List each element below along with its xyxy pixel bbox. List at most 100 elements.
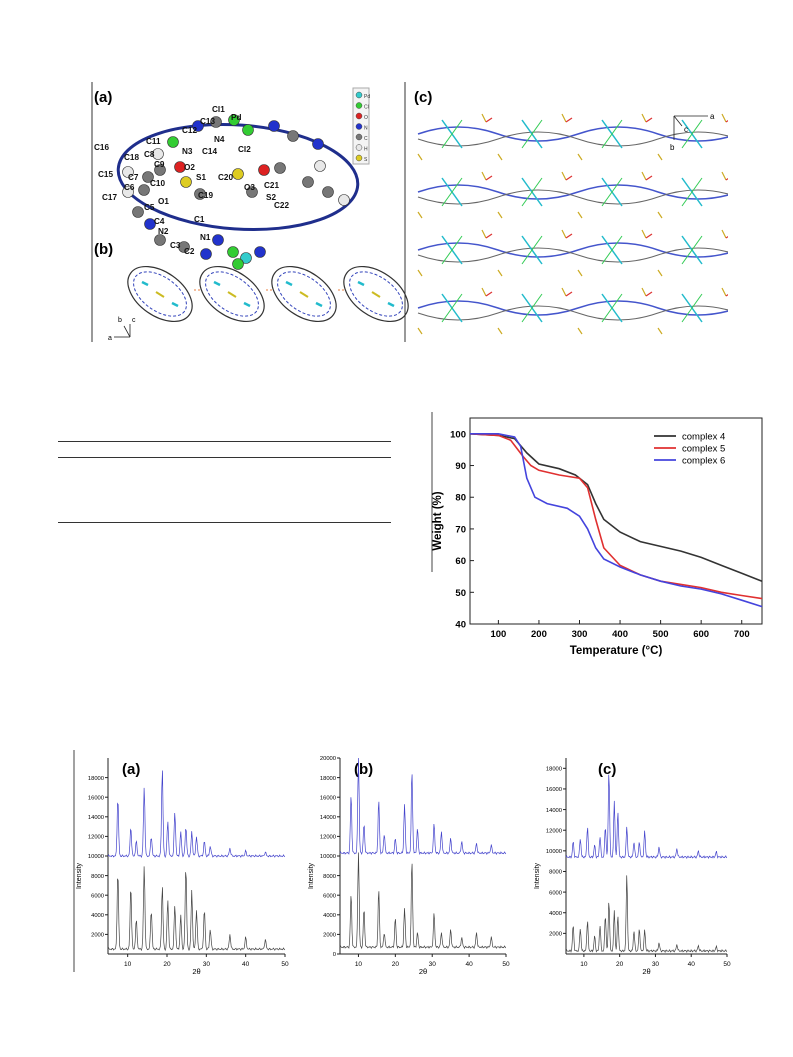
tga-chart: 100 200 300 400 500 600 700 40 50 60 70 80 90 100 Temp… [431, 412, 763, 657]
x-tick-label: 600 [693, 629, 709, 640]
x-tick-label: 40 [465, 961, 473, 968]
packing-chain [417, 131, 728, 147]
y-tick-label: 0 [333, 952, 336, 958]
crystal-panel-b: (b) b c a [94, 241, 409, 342]
dmso-molecule [577, 327, 583, 335]
dmso-molecule [565, 233, 573, 239]
y-tick-label: 12000 [546, 828, 562, 834]
dmso-molecule [641, 229, 647, 239]
atom-label: S1 [196, 173, 206, 182]
dmso-molecule [497, 153, 503, 161]
atom-label: C5 [144, 203, 155, 212]
y-tick-label: 8000 [549, 870, 562, 876]
s-bond [299, 291, 309, 298]
dmso-molecule [721, 287, 727, 297]
y-axis-label: Intensity [534, 862, 541, 889]
atom-label: C10 [150, 179, 165, 188]
dmso-molecule [561, 113, 567, 123]
atom-ball [302, 176, 314, 188]
pd-bond [213, 280, 221, 287]
y-tick-label: 2000 [323, 933, 336, 939]
dmso-molecule [657, 269, 663, 277]
pd-bond [285, 280, 293, 287]
legend-label: N [364, 126, 368, 132]
x-tick-label: 20 [616, 961, 624, 968]
y-tick-label: 90 [455, 461, 466, 472]
panel-label: (a) [122, 761, 140, 778]
axis-b-line [123, 325, 131, 338]
atom-ball [287, 130, 299, 142]
panel-b-label: (b) [94, 241, 113, 258]
y-tick-label: 60 [455, 556, 466, 567]
x-tick-label: 300 [572, 629, 588, 640]
macrocycle-ring-inner [205, 271, 259, 317]
simulated-pattern [565, 774, 728, 860]
atom-ball [152, 148, 164, 160]
dmso-molecule [721, 113, 727, 123]
legend-swatch [355, 91, 363, 99]
atom-ball [200, 248, 212, 260]
macrocycle-ring [127, 265, 193, 323]
dmso-molecule [485, 117, 493, 123]
atom-ball [312, 138, 324, 150]
y-tick-label: 18000 [546, 767, 562, 773]
dmso-molecule [721, 229, 727, 239]
atom-ball [228, 114, 240, 126]
atom-ball [322, 186, 334, 198]
dmso-molecule [645, 175, 653, 181]
y-tick-label: 6000 [549, 890, 562, 896]
panel-a-label: (a) [94, 89, 112, 106]
atom-label: C1 [194, 215, 205, 224]
legend-label: complex 4 [682, 432, 725, 443]
dmso-molecule [565, 291, 573, 297]
dmso-molecule [645, 117, 653, 123]
atom-ball [232, 168, 244, 180]
pd-bond [315, 301, 323, 308]
atom-ball [138, 184, 150, 196]
axis-a-label: a [108, 335, 112, 342]
x-axis-label: 2θ [192, 967, 200, 975]
legend-label: Pd [364, 94, 370, 100]
y-axis-label: Weight (%) [432, 491, 444, 550]
pd-cl-bond [601, 119, 623, 149]
y-tick-label: 8000 [323, 874, 336, 880]
dmso-molecule [565, 175, 573, 181]
y-tick-label: 16000 [88, 795, 104, 801]
y-tick-label: 16000 [320, 795, 336, 801]
packing-chain [417, 247, 728, 263]
dmso-molecule [645, 291, 653, 297]
atom-label: C3 [170, 241, 181, 250]
dmso-molecule [561, 229, 567, 239]
y-tick-label: 6000 [323, 893, 336, 899]
x-tick-label: 20 [163, 961, 171, 968]
dmso-molecule [725, 177, 728, 181]
x-tick-label: 50 [502, 961, 510, 968]
y-tick-label: 6000 [91, 893, 104, 899]
atom-label: C18 [124, 153, 139, 162]
packing-chain [417, 184, 728, 200]
atom-label: Cl2 [238, 145, 251, 154]
y-tick-label: 10000 [546, 849, 562, 855]
simulated-pattern [107, 770, 286, 859]
atom-ball [194, 188, 206, 200]
dmso-molecule [725, 119, 728, 123]
table-top-rule [58, 441, 391, 442]
legend-swatch [355, 102, 363, 109]
dmso-molecule [725, 235, 728, 239]
series-line-complex-6 [470, 433, 763, 608]
x-tick-label: 700 [734, 629, 750, 640]
dmso-molecule [417, 269, 423, 277]
dmso-molecule [481, 113, 487, 123]
axis-c-label: c [684, 125, 688, 134]
atom-ball [154, 164, 166, 176]
atom-ball [240, 252, 252, 264]
macrocycle-ring-inner [277, 271, 331, 317]
pd-bond [387, 301, 395, 308]
atom-ball [178, 241, 190, 253]
y-tick-label: 40 [455, 620, 466, 631]
y-tick-label: 8000 [91, 874, 104, 880]
y-tick-label: 20000 [320, 756, 336, 762]
legend-swatch [355, 123, 363, 130]
atom-ball [132, 206, 144, 218]
